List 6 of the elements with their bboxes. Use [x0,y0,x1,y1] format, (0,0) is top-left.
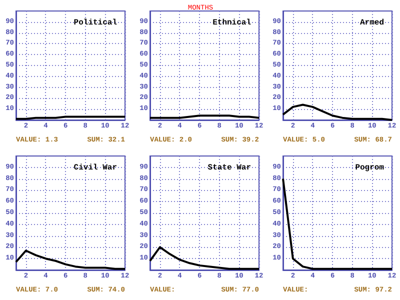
text: Political [74,18,118,28]
text: Civil War [74,164,118,172]
text: State War [207,164,251,172]
text: Ethnical [212,18,251,28]
text: Pogrom [355,164,384,172]
text: Armed [360,18,384,28]
